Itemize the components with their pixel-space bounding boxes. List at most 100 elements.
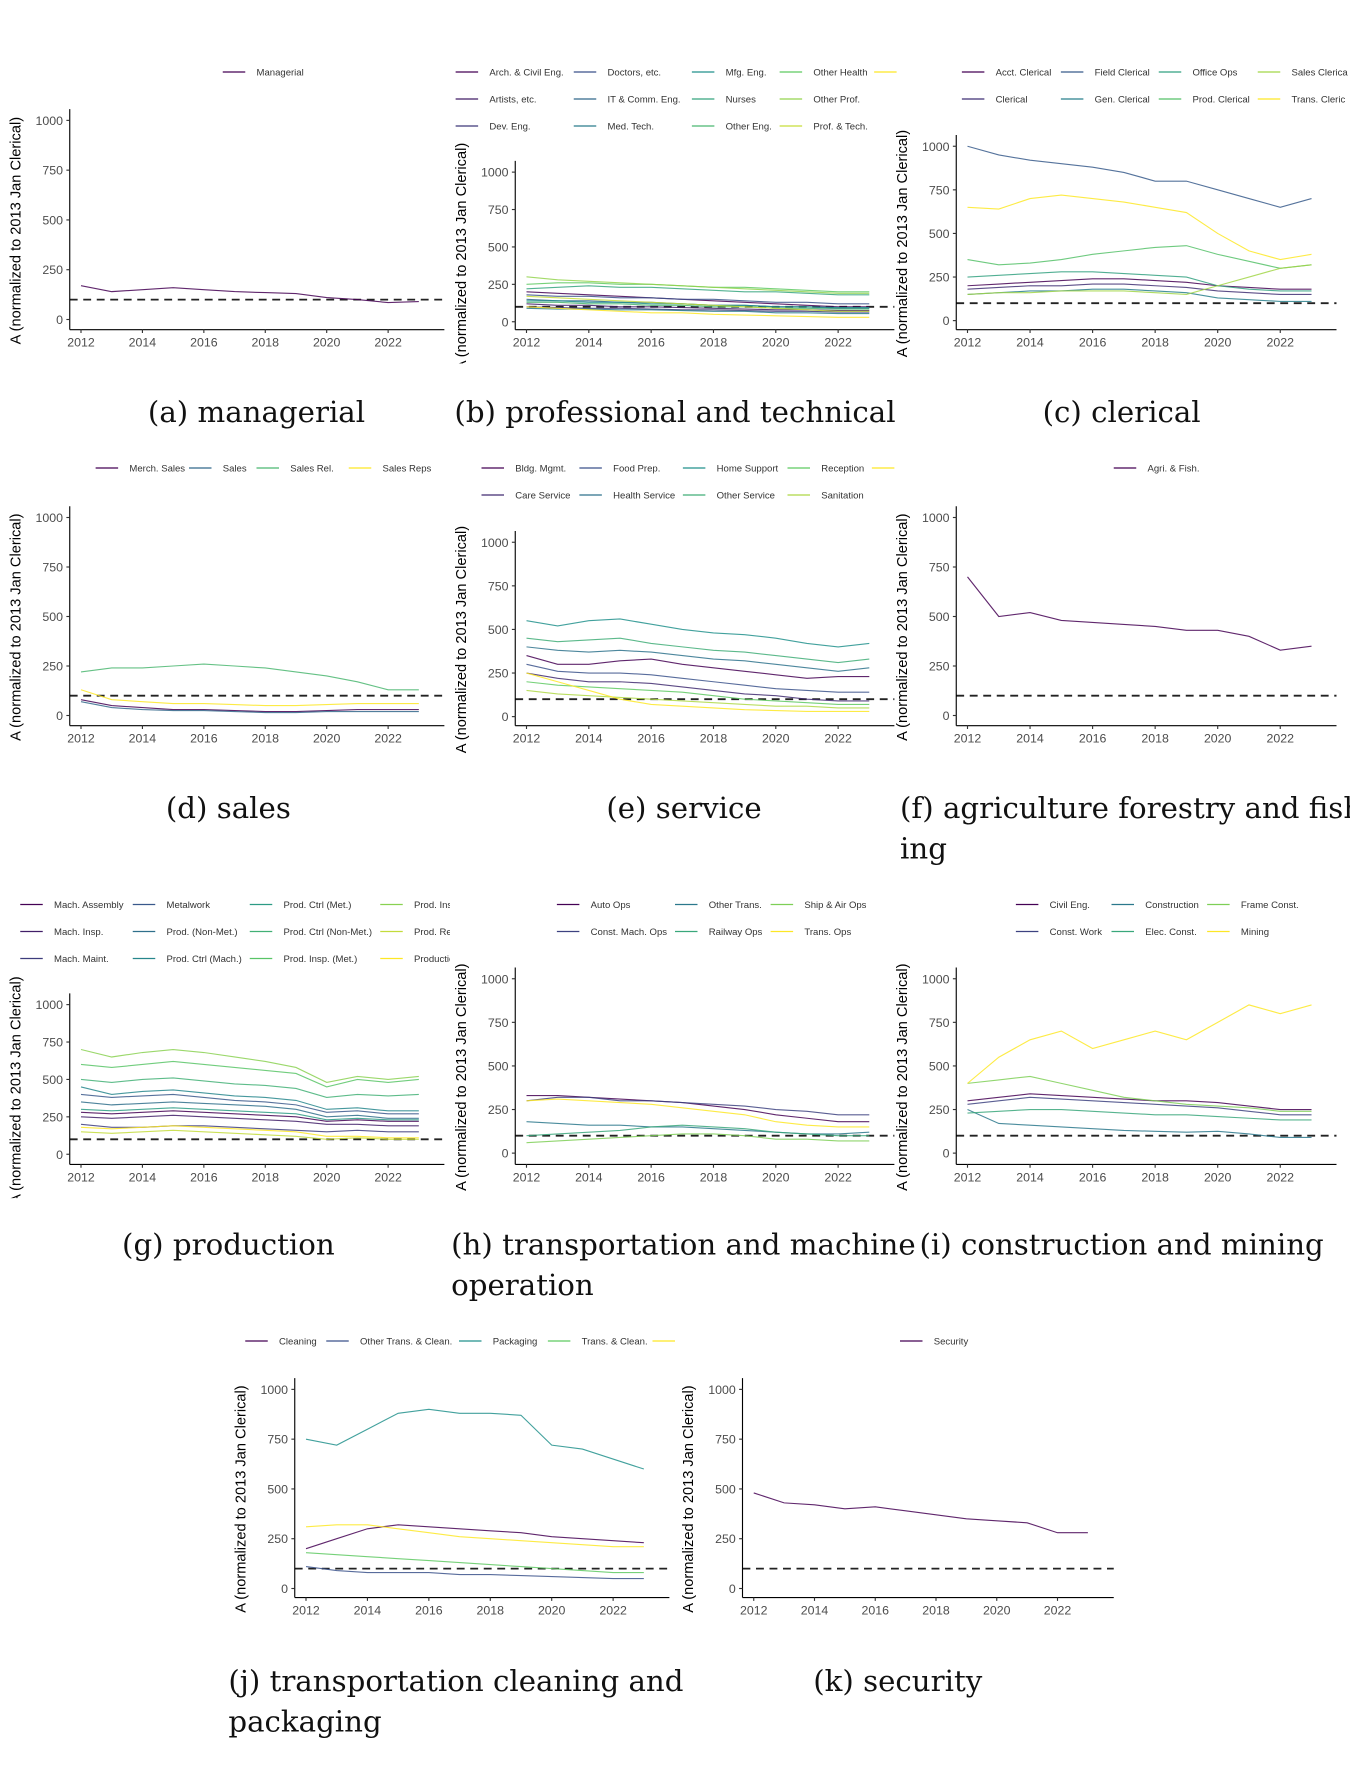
- panel-i: Civil Eng. Const. Work Construction Elec. C…: [895, 900, 1337, 1191]
- series-line: [526, 276, 870, 294]
- ylabel-wrap: A (normalized to 2013 Jan Clerical): [233, 1385, 249, 1612]
- x-tick-label: 2020: [313, 336, 341, 350]
- legend-label: Prod. Insp. (Met.): [284, 954, 358, 965]
- x-tick-label: 2012: [67, 336, 95, 350]
- x-tick-label: 2022: [1267, 336, 1295, 350]
- x-tick-label: 2018: [700, 336, 728, 350]
- x-tick-label: 2012: [740, 1603, 768, 1617]
- legend-label: Other Prof.: [813, 94, 860, 105]
- series-line: [305, 1408, 645, 1470]
- y-axis-label: A (normalized to 2013 Jan Clerical): [681, 1385, 697, 1612]
- legend-label: Mach. Assembly: [54, 900, 124, 911]
- legend-label: Prod. Ins: [414, 900, 452, 911]
- legend-label: Sanitation: [821, 490, 863, 501]
- legend-label: Gen. Clerical: [1095, 94, 1150, 105]
- series-line: [967, 283, 1312, 296]
- x-tick-label: 2018: [1141, 732, 1169, 746]
- series-line: [305, 1524, 644, 1548]
- series-line: [526, 291, 870, 308]
- series-line: [526, 689, 870, 709]
- caption-f: (f) agriculture forestry and fish-ing: [900, 792, 1350, 867]
- legend-label: Sales: [223, 463, 247, 474]
- x-tick-label: 2014: [575, 1170, 603, 1184]
- legend-label: Artists, etc.: [489, 94, 536, 105]
- x-tick-label: 2012: [954, 336, 982, 350]
- x-tick-label: 2022: [374, 336, 402, 350]
- series-line: [80, 1110, 419, 1122]
- legend-label: Other Service: [717, 490, 775, 501]
- ylabel-wrap: A (normalized to 2013 Jan Clerical): [454, 526, 470, 753]
- legend-label: Agri. & Fish.: [1148, 463, 1200, 474]
- legend-label: Frame Const.: [1241, 900, 1299, 911]
- series-line: [526, 663, 870, 693]
- legend-label: Prof. & Tech.: [813, 121, 867, 132]
- legend-label: Construction: [1145, 900, 1199, 911]
- caption-b: (b) professional and technical: [454, 396, 896, 430]
- y-tick-label: 500: [488, 240, 509, 254]
- y-tick-label: 0: [281, 1582, 288, 1596]
- series-line: [80, 1077, 419, 1098]
- legend-label: Prod. Clerical: [1193, 94, 1250, 105]
- y-tick-label: 750: [929, 1016, 950, 1030]
- y-tick-label: 500: [42, 213, 63, 227]
- ylabel-wrap: A (normalized to 2013 Jan Clerical): [8, 976, 24, 1203]
- legend-label: Mfg. Eng.: [726, 67, 767, 78]
- y-tick-label: 500: [488, 1059, 509, 1073]
- series-line: [967, 288, 1312, 303]
- y-tick-label: 750: [488, 203, 509, 217]
- x-tick-label: 2014: [1016, 1170, 1044, 1184]
- legend-label: Clerical: [996, 94, 1028, 105]
- x-tick-label: 2022: [824, 732, 852, 746]
- x-tick-label: 2012: [67, 1170, 95, 1184]
- series-line: [526, 1098, 870, 1128]
- x-tick-label: 2022: [1267, 1170, 1295, 1184]
- y-tick-label: 250: [42, 263, 63, 277]
- legend-label: Other Trans.: [709, 900, 762, 911]
- y-axis-label: A (normalized to 2013 Jan Clerical): [454, 526, 470, 753]
- y-tick-label: 0: [502, 315, 509, 329]
- series-line: [526, 655, 870, 679]
- x-tick-label: 2016: [415, 1603, 443, 1617]
- y-tick-label: 250: [929, 271, 950, 285]
- y-tick-label: 0: [502, 710, 509, 724]
- series-line: [305, 1552, 644, 1574]
- x-tick-label: 2022: [824, 336, 852, 350]
- y-tick-label: 500: [929, 227, 950, 241]
- x-tick-label: 2020: [538, 1603, 566, 1617]
- x-tick-label: 2020: [313, 732, 341, 746]
- x-tick-label: 2020: [1204, 732, 1232, 746]
- y-tick-label: 1000: [708, 1383, 736, 1397]
- y-tick-label: 0: [729, 1582, 736, 1596]
- y-tick-label: 750: [42, 164, 63, 178]
- x-tick-label: 2018: [252, 336, 280, 350]
- legend-label: Med. Tech.: [608, 121, 655, 132]
- series-line: [526, 637, 870, 664]
- series-line: [526, 301, 870, 310]
- y-axis-label: A (normalized to 2013 Jan Clerical): [8, 514, 24, 741]
- y-tick-label: 1000: [922, 972, 950, 986]
- x-tick-label: 2014: [801, 1603, 829, 1617]
- y-tick-label: 1000: [922, 511, 950, 525]
- legend-label: Care Service: [515, 490, 570, 501]
- series-line: [967, 264, 1312, 296]
- y-tick-label: 250: [488, 1103, 509, 1117]
- panel-f: Agri. & Fish. 0 250 500 750 1000 2012 2014 2016 2…: [895, 463, 1337, 746]
- series-line: [526, 282, 870, 293]
- legend-label: Cleaning: [279, 1336, 317, 1347]
- y-tick-label: 1000: [481, 972, 509, 986]
- legend-label: Other Trans. & Clean.: [360, 1336, 452, 1347]
- x-tick-label: 2018: [1141, 336, 1169, 350]
- series-line: [967, 576, 1312, 651]
- x-tick-label: 2016: [637, 1170, 665, 1184]
- y-tick-label: 0: [943, 1147, 950, 1161]
- x-tick-label: 2020: [762, 336, 790, 350]
- y-tick-label: 1000: [481, 166, 509, 180]
- y-tick-label: 750: [715, 1433, 736, 1447]
- legend-label: Other Health: [813, 67, 867, 78]
- caption-g: (g) production: [122, 1228, 335, 1263]
- x-tick-label: 2016: [190, 336, 218, 350]
- legend-label: Dev. Eng.: [489, 121, 530, 132]
- y-axis-label: A (normalized to 2013 Jan Clerical): [8, 976, 24, 1203]
